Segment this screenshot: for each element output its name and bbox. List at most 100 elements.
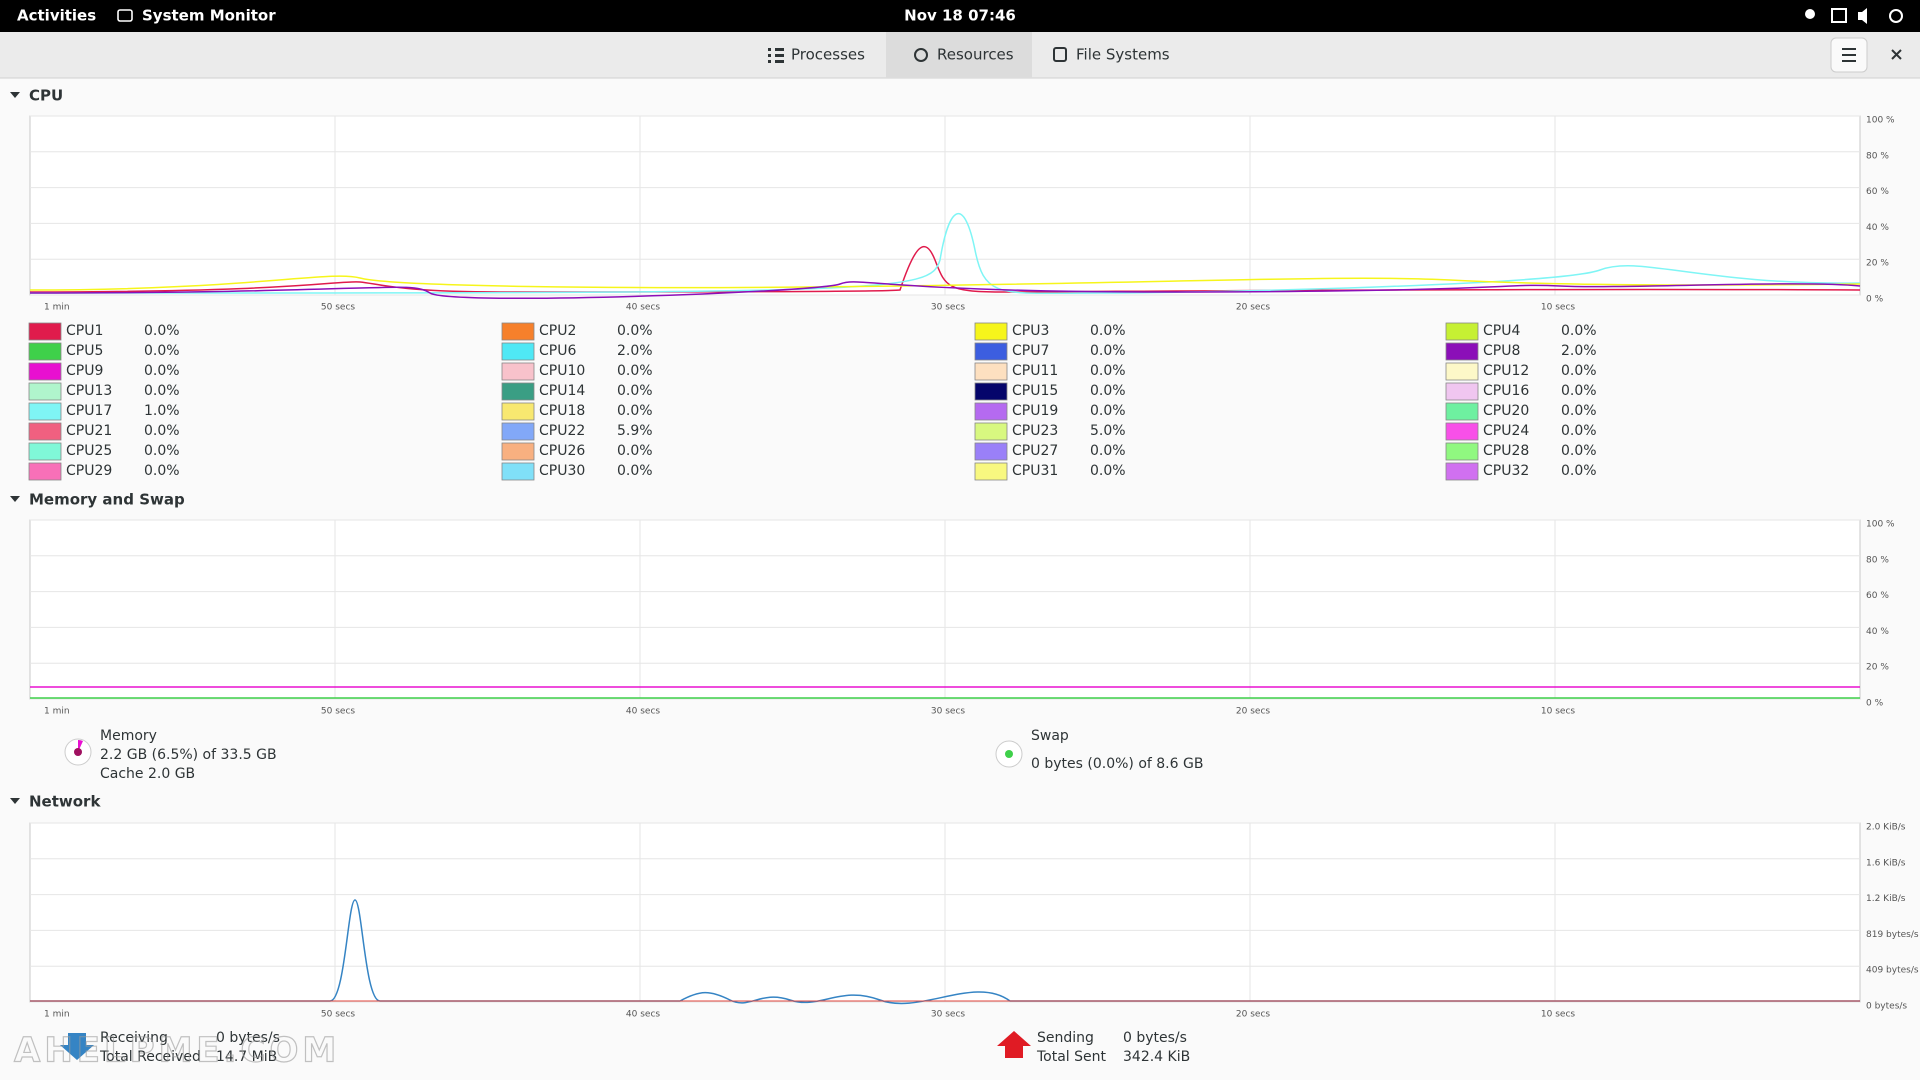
- expander-arrow[interactable]: [10, 92, 20, 98]
- cpu-name: CPU29: [66, 463, 112, 479]
- activities[interactable]: Activities: [17, 7, 96, 25]
- power-icon: [1889, 9, 1903, 23]
- graphs: 100 % 80 % 60 % 40 % 20 % 0 % 1 min 50 secs 40 s…: [29, 115, 1919, 1020]
- cpu-name: CPU6: [539, 343, 576, 359]
- cpu-color-swatch: [974, 322, 1008, 341]
- tab-label[interactable]: Processes: [791, 46, 865, 64]
- cpu-usage: 0.0%: [617, 323, 653, 339]
- cpu-usage: 0.0%: [1561, 403, 1597, 419]
- x-tick-label: 20 secs: [1236, 707, 1270, 717]
- x-tick-label: 10 secs: [1541, 1010, 1575, 1020]
- tab-file-systems[interactable]: File Systems: [1053, 46, 1170, 64]
- cpu-color-swatch: [1445, 322, 1479, 341]
- y-tick-label: 1.2 KiB/s: [1866, 894, 1906, 904]
- y-tick-label: 2.0 KiB/s: [1866, 823, 1906, 833]
- location-icon: [1805, 9, 1815, 19]
- top-bar: Activities System Monitor Nov 18 07:46: [0, 0, 1920, 32]
- cpu-trace: [29, 275, 1861, 291]
- cpu-usage: 0.0%: [144, 423, 180, 439]
- cpu-usage: 0.0%: [617, 443, 653, 459]
- tab-label[interactable]: Resources: [937, 46, 1014, 64]
- x-tick-label: 20 secs: [1236, 303, 1270, 313]
- cpu-trace: [29, 281, 1861, 300]
- tab-label[interactable]: File Systems: [1076, 46, 1170, 64]
- y-tick-label: 20 %: [1866, 259, 1889, 269]
- cpu-usage: 0.0%: [617, 363, 653, 379]
- close-button[interactable]: [1891, 49, 1902, 60]
- cpu-usage: 0.0%: [1561, 383, 1597, 399]
- cpu-color-swatch: [501, 362, 535, 381]
- watermark: AHELPME.COM: [14, 1031, 340, 1071]
- total-sent: 342.4 KiB: [1123, 1049, 1190, 1065]
- cpu-color-swatch: [501, 422, 535, 441]
- cpu-color-swatch: [28, 402, 62, 421]
- cpu-usage: 0.0%: [1090, 323, 1126, 339]
- cpu-usage: 0.0%: [617, 383, 653, 399]
- cpu-usage: 0.0%: [1561, 363, 1597, 379]
- receive-trace: [30, 899, 1860, 1005]
- cpu-color-swatch: [974, 442, 1008, 461]
- cpu-name: CPU10: [539, 363, 585, 379]
- cpu-color-swatch: [1445, 422, 1479, 441]
- x-tick-label: 30 secs: [931, 707, 965, 717]
- top-bar-bg: [0, 0, 1920, 32]
- cpu-color-swatch: [28, 342, 62, 361]
- cpu-name: CPU26: [539, 443, 585, 459]
- cpu-name: CPU28: [1483, 443, 1529, 459]
- cpu-graph: 100 % 80 % 60 % 40 % 20 % 0 % 1 min 50 secs 40 s…: [29, 115, 1895, 313]
- network-icon: [1831, 8, 1847, 23]
- cpu-color-swatch: [1445, 442, 1479, 461]
- cpu-name: CPU18: [539, 403, 585, 419]
- cpu-usage: 0.0%: [1561, 463, 1597, 479]
- cpu-color-swatch: [28, 422, 62, 441]
- cpu-name: CPU11: [1012, 363, 1058, 379]
- swap-usage: 0 bytes (0.0%) of 8.6 GB: [1031, 756, 1203, 772]
- cpu-name: CPU17: [66, 403, 112, 419]
- cpu-color-swatch: [501, 382, 535, 401]
- menu-icon: [1842, 48, 1856, 62]
- x-tick-label: 10 secs: [1541, 303, 1575, 313]
- y-tick-label: 20 %: [1866, 663, 1889, 673]
- y-tick-label: 1.6 KiB/s: [1866, 858, 1906, 868]
- cpu-name: CPU30: [539, 463, 585, 479]
- cpu-usage: 0.0%: [1561, 443, 1597, 459]
- x-tick-label: 1 min: [44, 707, 70, 717]
- memory-graph: 100 % 80 % 60 % 40 % 20 % 0 % 1 min 50 secs 40 s…: [29, 519, 1895, 717]
- tab-processes[interactable]: Processes: [768, 46, 865, 64]
- x-tick-label: 1 min: [44, 303, 70, 313]
- cpu-usage: 5.9%: [617, 423, 653, 439]
- expander-arrow[interactable]: [10, 496, 20, 502]
- resources-icon: [914, 48, 928, 62]
- total-sent-label: Total Sent: [1036, 1049, 1107, 1065]
- cpu-name: CPU27: [1012, 443, 1058, 459]
- cpu-color-swatch: [974, 342, 1008, 361]
- y-tick-label: 60 %: [1866, 591, 1889, 601]
- section-title[interactable]: Memory and Swap: [29, 491, 185, 509]
- y-tick-label: 819 bytes/s: [1866, 930, 1919, 940]
- cpu-name: CPU9: [66, 363, 103, 379]
- section-title[interactable]: CPU: [29, 87, 63, 105]
- section-title[interactable]: Network: [29, 793, 101, 811]
- filesystems-icon: [1053, 47, 1067, 62]
- memory-label: Memory: [100, 728, 157, 744]
- cpu-usage: 0.0%: [144, 443, 180, 459]
- x-tick-label: 10 secs: [1541, 707, 1575, 717]
- cpu-usage: 5.0%: [1090, 423, 1126, 439]
- cpu-name: CPU2: [539, 323, 576, 339]
- sending-label: Sending: [1037, 1030, 1094, 1046]
- y-tick-label: 60 %: [1866, 187, 1889, 197]
- app-name[interactable]: System Monitor: [142, 7, 276, 25]
- expander-arrow[interactable]: [10, 798, 20, 804]
- cpu-name: CPU7: [1012, 343, 1049, 359]
- cpu-color-swatch: [974, 362, 1008, 381]
- cpu-usage: 0.0%: [144, 343, 180, 359]
- cpu-name: CPU23: [1012, 423, 1058, 439]
- cpu-name: CPU25: [66, 443, 112, 459]
- clock[interactable]: Nov 18 07:46: [904, 7, 1016, 25]
- cpu-usage: 0.0%: [1090, 443, 1126, 459]
- cpu-color-swatch: [1445, 462, 1479, 481]
- tab-resources[interactable]: Resources: [914, 46, 1014, 64]
- cpu-color-swatch: [974, 462, 1008, 481]
- cpu-color-swatch: [28, 382, 62, 401]
- processes-icon: [768, 48, 784, 63]
